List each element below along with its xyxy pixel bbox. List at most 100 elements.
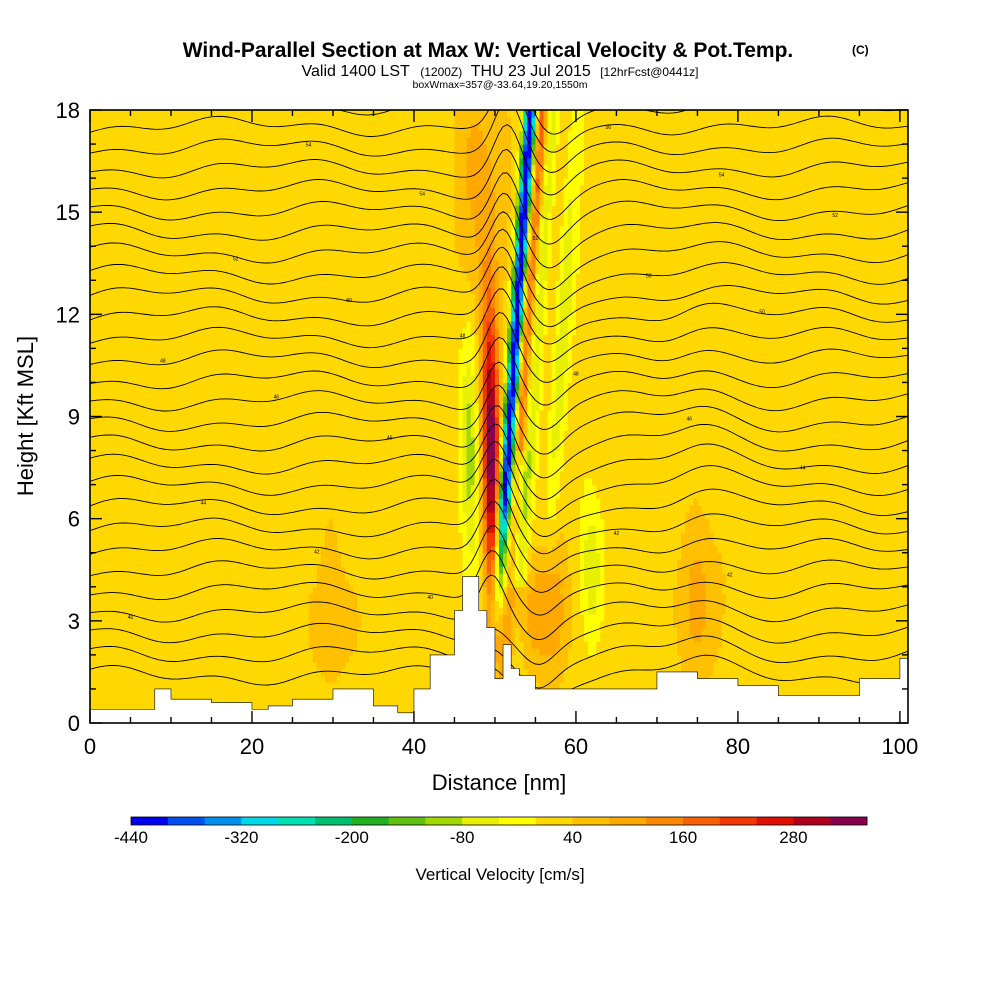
velocity-cell	[94, 682, 99, 690]
velocity-cell	[130, 484, 136, 493]
velocity-cell	[126, 273, 132, 281]
velocity-cell	[134, 443, 140, 452]
velocity-cell	[227, 314, 233, 322]
velocity-cell	[130, 620, 136, 629]
velocity-cell	[280, 164, 285, 172]
velocity-cell	[114, 321, 119, 329]
velocity-cell	[300, 130, 306, 138]
velocity-cell	[288, 341, 294, 349]
velocity-cell	[90, 348, 95, 356]
velocity-cell	[102, 368, 107, 377]
velocity-cell	[187, 334, 192, 343]
velocity-cell	[276, 355, 281, 363]
velocity-cell	[158, 634, 164, 642]
velocity-cell	[154, 137, 160, 145]
velocity-cell	[227, 239, 233, 247]
velocity-cell	[308, 430, 314, 438]
velocity-cell	[223, 648, 229, 656]
velocity-cell	[260, 184, 265, 193]
velocity-cell	[284, 654, 290, 663]
velocity-cell	[284, 430, 290, 438]
velocity-cell	[187, 314, 192, 322]
velocity-cell	[195, 348, 200, 356]
velocity-cell	[239, 593, 245, 601]
velocity-cell	[304, 334, 310, 343]
velocity-cell	[260, 321, 265, 329]
velocity-cell	[102, 539, 107, 547]
velocity-cell	[199, 348, 204, 356]
velocity-cell	[260, 191, 265, 200]
velocity-cell	[251, 239, 257, 247]
velocity-cell	[90, 614, 95, 622]
velocity-cell	[126, 300, 132, 309]
velocity-cell	[227, 246, 233, 254]
velocity-cell	[166, 341, 172, 349]
velocity-cell	[199, 518, 204, 527]
velocity-cell	[187, 212, 192, 220]
velocity-cell	[98, 287, 103, 295]
velocity-cell	[150, 416, 156, 424]
velocity-cell	[146, 123, 152, 132]
velocity-cell	[284, 212, 290, 220]
velocity-cell	[142, 423, 148, 431]
velocity-cell	[118, 402, 123, 411]
velocity-cell	[114, 505, 119, 513]
velocity-cell	[126, 430, 132, 438]
velocity-cell	[211, 688, 217, 697]
velocity-cell	[247, 287, 253, 295]
velocity-cell	[150, 341, 156, 349]
velocity-cell	[94, 430, 99, 438]
velocity-cell	[150, 314, 156, 322]
velocity-cell	[264, 246, 269, 254]
velocity-cell	[118, 123, 123, 132]
velocity-cell	[215, 614, 221, 622]
velocity-cell	[256, 184, 261, 193]
velocity-cell	[162, 157, 168, 166]
velocity-cell	[256, 416, 261, 424]
velocity-cell	[122, 586, 128, 595]
velocity-cell	[227, 110, 233, 118]
velocity-cell	[264, 307, 269, 315]
velocity-cell	[264, 123, 269, 132]
velocity-cell	[292, 423, 298, 431]
velocity-cell	[154, 327, 160, 336]
velocity-cell	[203, 341, 209, 349]
velocity-cell	[211, 382, 217, 390]
velocity-cell	[304, 396, 310, 404]
velocity-cell	[219, 205, 225, 213]
velocity-cell	[90, 239, 95, 247]
velocity-cell	[280, 430, 285, 438]
velocity-cell	[304, 416, 310, 424]
velocity-cell	[268, 171, 273, 179]
velocity-cell	[118, 688, 123, 697]
velocity-cell	[227, 232, 233, 241]
velocity-cell	[280, 695, 285, 704]
velocity-cell	[154, 423, 160, 431]
velocity-cell	[296, 457, 302, 465]
velocity-cell	[215, 327, 221, 336]
velocity-cell	[94, 423, 99, 431]
velocity-cell	[138, 532, 144, 540]
velocity-cell	[110, 212, 115, 220]
velocity-cell	[207, 157, 213, 166]
velocity-cell	[308, 416, 314, 424]
velocity-cell	[256, 321, 261, 329]
velocity-cell	[179, 498, 184, 506]
velocity-cell	[256, 266, 261, 275]
velocity-cell	[223, 178, 229, 186]
velocity-cell	[219, 695, 225, 704]
velocity-cell	[122, 498, 128, 506]
velocity-cell	[256, 368, 261, 377]
velocity-cell	[211, 171, 217, 179]
velocity-cell	[211, 423, 217, 431]
velocity-cell	[211, 525, 217, 533]
velocity-cell	[284, 416, 290, 424]
velocity-cell	[268, 273, 273, 281]
velocity-cell	[154, 314, 160, 322]
velocity-cell	[223, 389, 229, 397]
velocity-cell	[98, 171, 103, 179]
velocity-cell	[146, 259, 152, 268]
velocity-cell	[284, 280, 290, 288]
velocity-cell	[239, 436, 245, 445]
velocity-cell	[268, 246, 273, 254]
